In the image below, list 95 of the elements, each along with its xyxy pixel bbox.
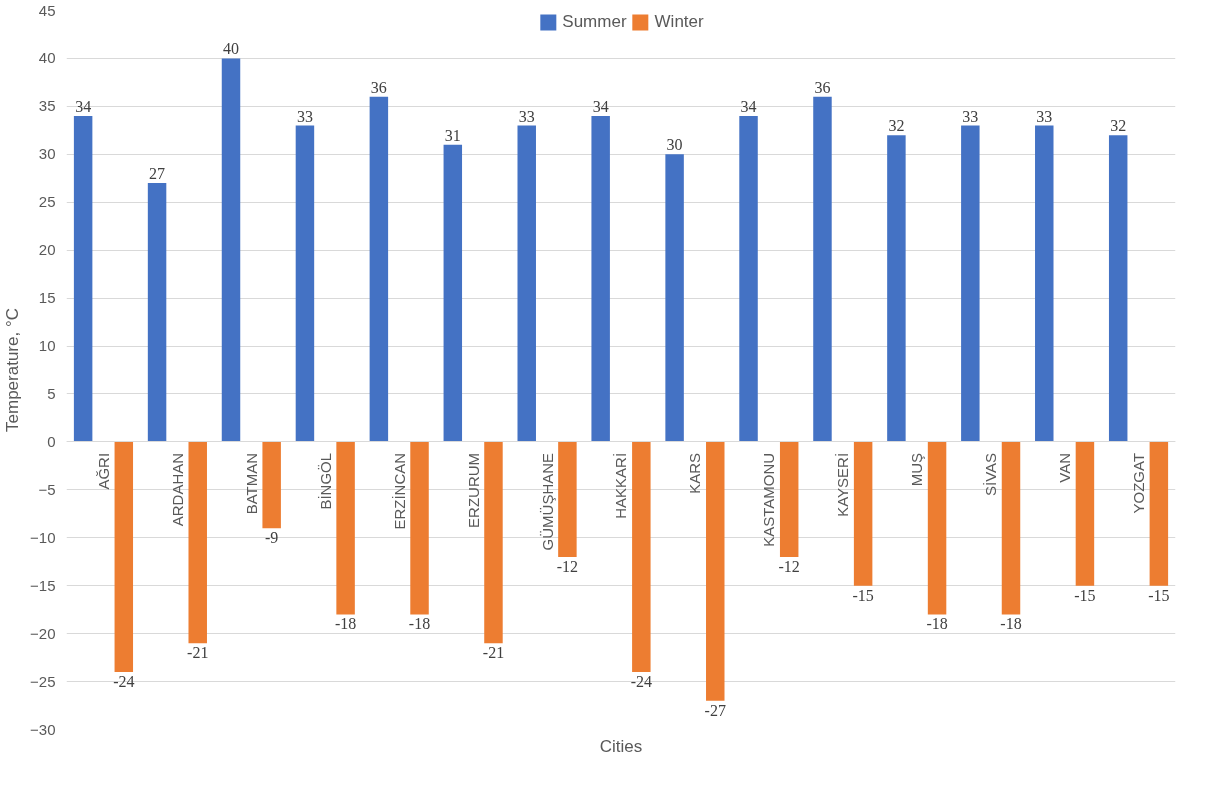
y-tick-label: 40 — [38, 49, 56, 67]
bar — [779, 441, 799, 557]
data-label: 33 — [1036, 107, 1053, 125]
bar — [188, 441, 207, 644]
bar — [262, 441, 281, 529]
bar — [961, 125, 980, 442]
x-axis-title: Cities — [599, 736, 643, 756]
bar — [887, 135, 906, 442]
x-tick-label: YOZGAT — [1130, 452, 1148, 514]
bar — [1149, 441, 1169, 586]
data-label: 36 — [814, 78, 831, 96]
x-tick-label: GÜMÜŞHANE — [538, 452, 556, 551]
y-tick-label: −10 — [30, 528, 56, 546]
x-tick-label: BATMAN — [242, 452, 260, 515]
y-tick-label: −25 — [30, 672, 56, 690]
x-tick-label: ARDAHAN — [168, 452, 186, 527]
data-label: 34 — [740, 97, 757, 115]
bar — [295, 125, 315, 442]
bar — [665, 154, 684, 442]
bar — [517, 125, 536, 442]
bar — [853, 441, 873, 586]
bar — [1108, 135, 1128, 442]
data-label: 32 — [1110, 117, 1127, 135]
data-label: 31 — [444, 126, 461, 144]
x-tick-label: AĞRI — [94, 452, 112, 490]
bar — [147, 183, 167, 442]
data-label: -15 — [852, 586, 874, 604]
data-label: -18 — [1000, 615, 1022, 633]
data-label: -18 — [334, 615, 357, 633]
data-label: -24 — [113, 672, 135, 690]
bar — [443, 144, 463, 442]
y-tick-label: 10 — [38, 337, 56, 355]
data-label: 33 — [518, 107, 535, 125]
y-tick-label: 0 — [47, 432, 56, 450]
bar — [706, 441, 725, 701]
x-tick-label: BİNGÖL — [316, 452, 334, 510]
y-tick-label: 45 — [38, 1, 56, 19]
y-tick-label: 25 — [38, 193, 56, 211]
data-label: 34 — [592, 97, 609, 115]
y-axis-title: Temperature, °C — [3, 308, 23, 432]
data-label: -12 — [556, 557, 579, 575]
bar — [739, 115, 758, 442]
x-tick-label: SİVAS — [982, 452, 1000, 496]
bar — [336, 441, 355, 615]
data-label: -21 — [482, 644, 505, 662]
bar — [114, 441, 134, 672]
x-tick-label: KARS — [686, 452, 704, 494]
data-label: 33 — [962, 107, 979, 125]
y-tick-label: −15 — [30, 576, 56, 594]
data-label: -15 — [1074, 586, 1096, 604]
y-tick-label: 20 — [38, 241, 56, 259]
bar — [591, 115, 610, 442]
bar — [632, 441, 651, 672]
bar — [1035, 125, 1054, 442]
bar — [1001, 441, 1021, 615]
x-tick-label: VAN — [1056, 452, 1074, 483]
y-tick-label: −20 — [30, 624, 56, 642]
data-label: 32 — [888, 117, 905, 135]
y-tick-label: 30 — [38, 145, 56, 163]
data-label: 40 — [223, 40, 239, 58]
bar — [1075, 441, 1095, 586]
data-label: -18 — [408, 615, 431, 633]
data-label: 36 — [370, 78, 387, 96]
data-label: 33 — [296, 107, 313, 125]
x-tick-label: ERZİNCAN — [390, 452, 408, 530]
data-label: 30 — [666, 136, 683, 154]
bar — [221, 58, 241, 442]
data-label: -12 — [778, 557, 800, 575]
y-tick-label: −5 — [38, 480, 56, 498]
x-tick-label: HAKKARİ — [612, 452, 630, 519]
legend-label: Summer — [562, 12, 627, 32]
y-tick-label: 15 — [38, 289, 56, 307]
x-tick-label: MUŞ — [908, 452, 926, 487]
data-label: -18 — [926, 615, 948, 633]
bar — [484, 441, 503, 644]
bar — [73, 115, 93, 442]
data-label: -27 — [704, 701, 726, 719]
data-label: -24 — [630, 672, 652, 690]
y-tick-label: −30 — [30, 720, 56, 738]
x-tick-label: KASTAMONU — [760, 452, 778, 547]
data-label: -21 — [187, 644, 209, 662]
bar — [813, 96, 832, 442]
bar — [410, 441, 429, 615]
data-label: 27 — [149, 165, 166, 183]
data-label: 34 — [75, 97, 92, 115]
bar — [369, 96, 389, 442]
x-tick-label: ERZURUM — [464, 452, 482, 528]
bar — [927, 441, 947, 615]
x-tick-label: KAYSERİ — [834, 452, 852, 517]
data-label: -15 — [1148, 586, 1170, 604]
legend-label: Winter — [654, 12, 704, 32]
bar — [558, 441, 577, 557]
y-tick-label: 5 — [47, 384, 56, 402]
y-tick-label: 35 — [38, 97, 56, 115]
data-label: -9 — [265, 529, 279, 547]
